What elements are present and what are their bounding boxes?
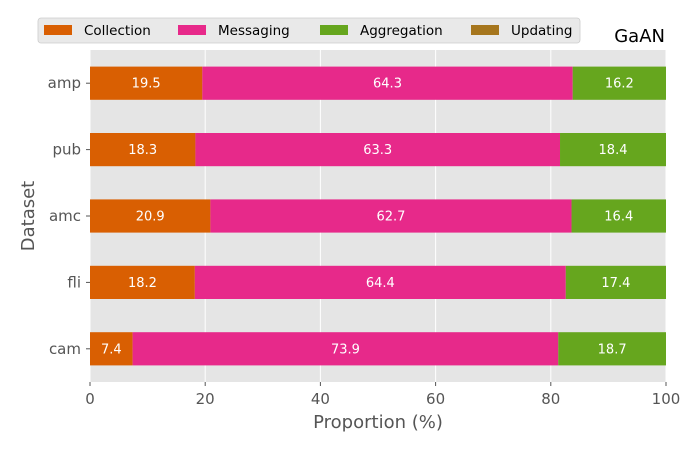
legend-swatch-collection xyxy=(44,25,72,35)
bar-label-amp-aggregation: 16.2 xyxy=(605,77,634,92)
bar-amp-collection xyxy=(90,66,203,100)
legend-swatch-messaging xyxy=(178,25,206,35)
x-tick-label: 100 xyxy=(652,390,681,408)
legend-label-updating: Updating xyxy=(511,23,572,39)
bar-label-amp-collection: 19.5 xyxy=(132,77,161,92)
bars: 19.5 64.3 16.2 0.0 18.3 63.3 18.4 0.0 20.9 62.7 16… xyxy=(90,66,691,366)
bar-amc-aggregation xyxy=(571,199,666,233)
y-axis-ticks: amp pub amc fli cam xyxy=(48,74,90,358)
bar-cam-collection xyxy=(90,332,133,366)
bar-label-fli-aggregation: 17.4 xyxy=(601,276,630,291)
bar-label-amc-collection: 20.9 xyxy=(136,210,165,225)
bar-amc-collection xyxy=(90,199,211,233)
y-axis-label: Dataset xyxy=(18,181,39,252)
bar-fli-aggregation xyxy=(565,265,666,299)
x-tick-label: 40 xyxy=(311,390,330,408)
bar-fli-collection xyxy=(90,265,195,299)
legend-box xyxy=(37,17,581,44)
legend: Collection Messaging Aggregation Updating xyxy=(37,17,581,44)
y-tick-label-cam: cam xyxy=(49,340,81,358)
bar-amp-messaging xyxy=(202,66,573,100)
bar-label-amp-messaging: 64.3 xyxy=(373,77,402,92)
legend-label-messaging: Messaging xyxy=(218,23,290,39)
chart-title: GaAN xyxy=(614,26,665,47)
bar-label-amc-updating: 0.0 xyxy=(670,210,691,225)
x-tick-label: 20 xyxy=(196,390,215,408)
bar-label-pub-messaging: 63.3 xyxy=(363,143,392,158)
x-axis-ticks: 0 20 40 60 80 100 xyxy=(85,382,680,408)
y-tick-label-amp: amp xyxy=(48,74,81,92)
bar-cam-messaging xyxy=(132,332,559,366)
bar-label-pub-aggregation: 18.4 xyxy=(599,143,628,158)
bar-pub-collection xyxy=(90,133,196,167)
bar-label-amc-messaging: 62.7 xyxy=(376,210,405,225)
bar-cam-aggregation xyxy=(558,332,666,366)
bar-label-fli-collection: 18.2 xyxy=(128,276,157,291)
x-tick-label: 60 xyxy=(426,390,445,408)
bar-label-amc-aggregation: 16.4 xyxy=(604,210,633,225)
x-tick-label: 0 xyxy=(85,390,95,408)
x-tick-label: 80 xyxy=(541,390,560,408)
bar-label-cam-collection: 7.4 xyxy=(101,342,122,357)
legend-label-aggregation: Aggregation xyxy=(360,23,443,39)
y-tick-label-fli: fli xyxy=(67,273,81,291)
bar-label-amp-updating: 0.0 xyxy=(670,77,691,92)
y-tick-label-amc: amc xyxy=(49,207,81,225)
bar-fli-messaging xyxy=(194,265,566,299)
x-axis-label: Proportion (%) xyxy=(313,412,443,433)
bar-amc-messaging xyxy=(210,199,572,233)
y-tick-label-pub: pub xyxy=(52,141,81,159)
bar-pub-messaging xyxy=(195,133,561,167)
bar-label-pub-collection: 18.3 xyxy=(128,143,157,158)
bar-label-cam-messaging: 73.9 xyxy=(331,342,360,357)
legend-swatch-aggregation xyxy=(320,25,348,35)
bar-label-fli-messaging: 64.4 xyxy=(366,276,395,291)
legend-label-collection: Collection xyxy=(84,23,151,39)
bar-amp-aggregation xyxy=(572,66,666,100)
bar-label-cam-updating: 0.0 xyxy=(670,342,691,357)
legend-swatch-updating xyxy=(471,25,499,35)
bar-label-pub-updating: 0.0 xyxy=(670,143,691,158)
bar-pub-aggregation xyxy=(560,133,666,167)
bar-label-fli-updating: 0.0 xyxy=(670,276,691,291)
bar-label-cam-aggregation: 18.7 xyxy=(598,342,627,357)
